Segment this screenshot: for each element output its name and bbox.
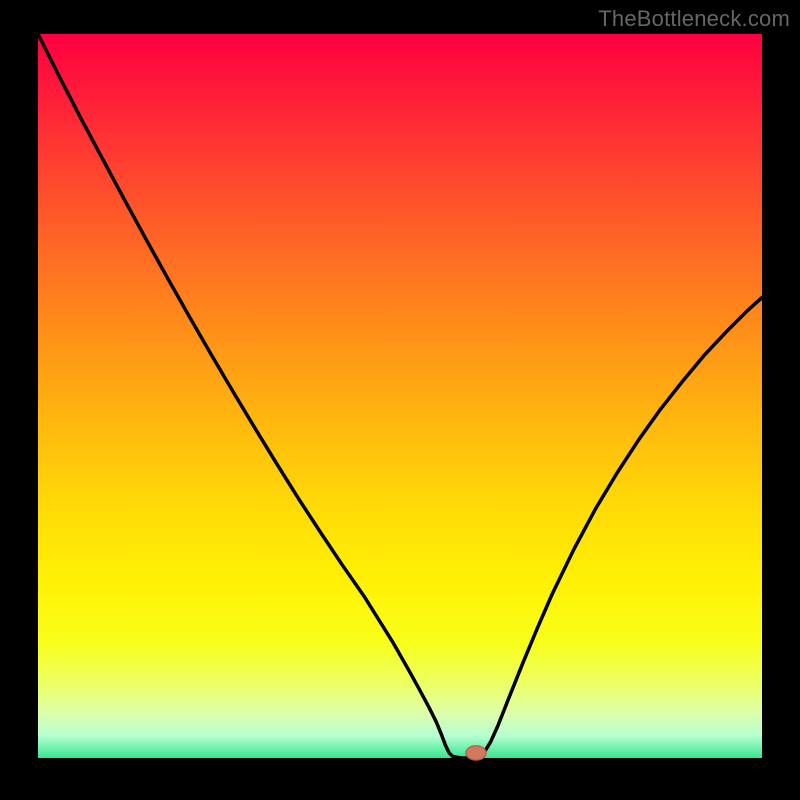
optimal-point-marker <box>466 746 486 760</box>
bottleneck-chart <box>0 0 800 800</box>
chart-stage: TheBottleneck.com <box>0 0 800 800</box>
watermark-text: TheBottleneck.com <box>598 6 790 32</box>
plot-background <box>38 34 762 758</box>
